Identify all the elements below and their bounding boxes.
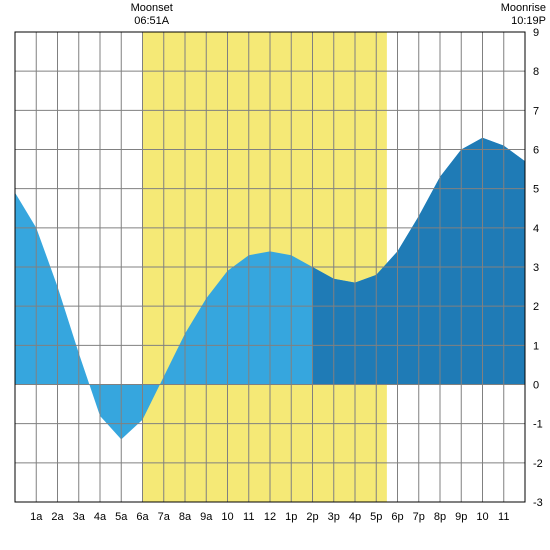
svg-text:7p: 7p	[413, 511, 425, 523]
svg-text:8a: 8a	[179, 511, 192, 523]
svg-text:8p: 8p	[434, 511, 446, 523]
svg-text:2p: 2p	[306, 511, 318, 523]
svg-text:5a: 5a	[115, 511, 128, 523]
svg-text:6p: 6p	[391, 511, 403, 523]
svg-text:10: 10	[476, 511, 488, 523]
svg-text:3a: 3a	[73, 511, 86, 523]
svg-text:1a: 1a	[30, 511, 43, 523]
chart-svg: 1a2a3a4a5a6a7a8a9a1011121p2p3p4p5p6p7p8p…	[0, 0, 550, 550]
svg-text:6: 6	[533, 145, 539, 157]
svg-text:2: 2	[533, 301, 539, 313]
svg-text:11: 11	[498, 511, 509, 523]
svg-text:7: 7	[533, 105, 539, 117]
moonrise-title: Moonrise	[501, 2, 546, 15]
svg-text:0: 0	[533, 380, 539, 392]
svg-text:9a: 9a	[200, 511, 213, 523]
svg-text:4p: 4p	[349, 511, 361, 523]
svg-text:1: 1	[533, 340, 539, 352]
moonrise-label: Moonrise 10:19P	[501, 2, 546, 28]
svg-text:7a: 7a	[158, 511, 171, 523]
svg-text:11: 11	[243, 511, 254, 523]
moonset-label: Moonset 06:51A	[131, 2, 173, 28]
svg-text:12: 12	[264, 511, 276, 523]
svg-text:4a: 4a	[94, 511, 107, 523]
svg-text:5p: 5p	[370, 511, 382, 523]
tide-chart: 1a2a3a4a5a6a7a8a9a1011121p2p3p4p5p6p7p8p…	[0, 0, 550, 550]
svg-text:-3: -3	[533, 497, 543, 509]
moonrise-time: 10:19P	[501, 15, 546, 28]
svg-text:9p: 9p	[455, 511, 467, 523]
svg-text:10: 10	[221, 511, 233, 523]
moonset-time: 06:51A	[131, 15, 173, 28]
svg-text:6a: 6a	[136, 511, 149, 523]
svg-text:-2: -2	[533, 458, 543, 470]
svg-text:4: 4	[533, 223, 539, 235]
svg-text:3: 3	[533, 262, 539, 274]
svg-text:2a: 2a	[51, 511, 64, 523]
svg-text:8: 8	[533, 66, 539, 78]
svg-text:5: 5	[533, 184, 539, 196]
svg-text:1p: 1p	[285, 511, 297, 523]
moonset-title: Moonset	[131, 2, 173, 15]
svg-text:3p: 3p	[328, 511, 340, 523]
svg-text:-1: -1	[533, 419, 543, 431]
svg-text:9: 9	[533, 27, 539, 39]
